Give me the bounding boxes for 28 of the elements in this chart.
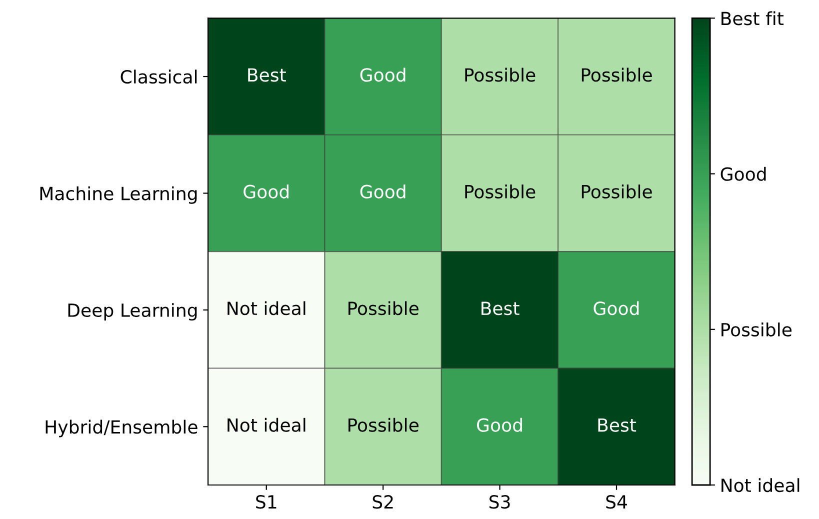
data-label: Possible: [582, 68, 652, 82]
y-tick-label: Machine Learning: [40, 186, 197, 204]
y-tick-label: Deep Learning: [68, 303, 197, 321]
data-label: Best: [482, 302, 520, 316]
data-label: Possible: [348, 418, 418, 432]
data-label: Good: [360, 184, 406, 198]
x-tick-label: S1: [256, 495, 276, 509]
color-bar-label: Possible: [722, 322, 792, 337]
data-label: Good: [360, 68, 406, 82]
data-label: Best: [248, 68, 286, 82]
data-label: Good: [477, 418, 522, 432]
data-label: Good: [594, 301, 639, 316]
x-tick-label: S4: [606, 495, 627, 509]
data-label: Possible: [348, 301, 418, 316]
data-label: Best: [598, 418, 636, 432]
data-label: Not ideal: [228, 418, 306, 432]
x-tick-label: S3: [490, 495, 510, 509]
color-bar-label: Not ideal: [722, 478, 800, 492]
data-label: Good: [244, 184, 289, 198]
color-bar-label: Best fit: [722, 11, 784, 26]
data-label: Possible: [465, 184, 536, 198]
x-tick-label: S2: [372, 495, 393, 509]
y-tick-label: Classical: [120, 70, 197, 84]
y-tick-label: Hybrid/Ensemble: [46, 420, 198, 438]
color-bar-label: Good: [720, 166, 766, 181]
data-label: Possible: [465, 68, 536, 82]
data-label: Not ideal: [228, 301, 306, 316]
data-label: Possible: [582, 184, 652, 198]
